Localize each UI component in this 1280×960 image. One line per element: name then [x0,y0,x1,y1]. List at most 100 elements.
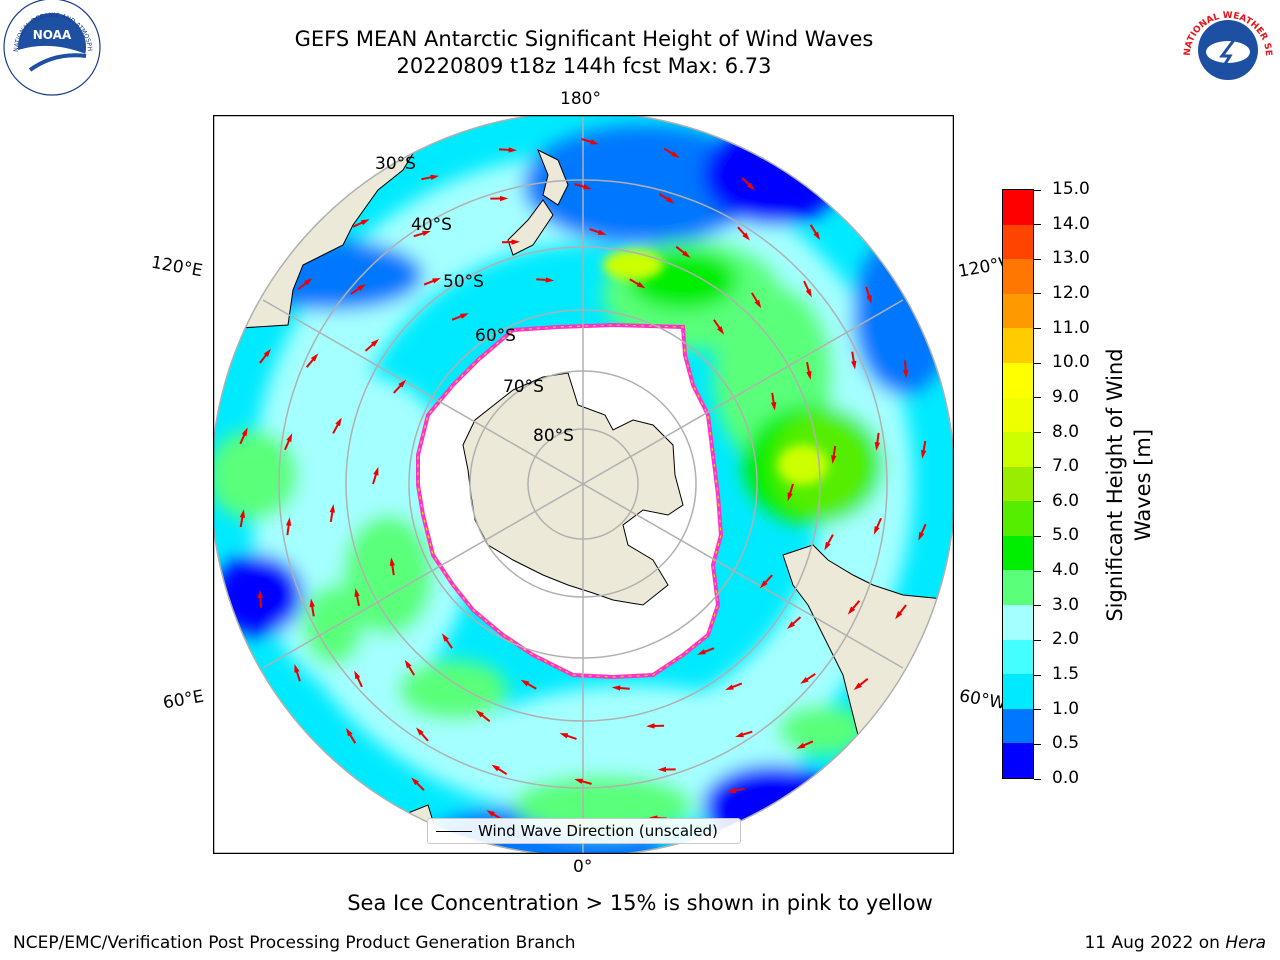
wave-arrow-head [851,360,857,370]
wave-arrow-head [671,151,680,158]
footer-date-text: 11 Aug 2022 on [1084,933,1226,953]
wave-arrow-head [309,598,315,608]
wave-arrow-head [430,174,440,181]
colorbar-tick-label: 5.0 [1052,525,1080,546]
wave-arrow-head [646,723,655,729]
lat-label-40s: 40°S [411,215,452,235]
wave-arrow-head [329,504,335,513]
footer-date: 11 Aug 2022 on Hera [1084,933,1266,953]
wave-arrow-head [831,455,837,464]
wave-arrow-head [422,230,431,237]
legend-text: Wind Wave Direction (unscaled) [478,822,718,840]
colorbar-tick-label: 6.0 [1052,490,1080,511]
colorbar-segment [1003,604,1033,640]
wave-height-field [213,115,954,854]
wave-arrow-head [657,766,667,773]
wave-arrow-head [294,664,300,673]
wave-arrow-head [416,727,424,736]
lon-label-60w: 60°W [957,686,1008,714]
wave-arrow-head [389,557,396,567]
wave-arrow-head [611,685,621,691]
wave-arrow-head [263,348,271,358]
wave-arrow-head [304,278,313,286]
colorbar-segment [1003,742,1033,778]
wave-arrow-head [508,147,518,153]
colorbar-segment [1003,708,1033,744]
colorbar-tick-mark [1034,743,1041,745]
wave-arrow-head [310,353,319,362]
wave-arrow-head [853,682,862,690]
noaa-logo: NOAA NATIONAL OCEANIC AND ATMOSPHERIC AD… [0,0,101,96]
legend-line-sample [436,831,472,832]
wave-arrow-head [511,239,520,245]
wave-arrow-head [354,588,360,597]
colorbar-segment [1003,258,1033,294]
colorbar-tick-label: 2.0 [1052,629,1080,650]
wave-arrow-head [360,219,370,226]
wave-arrow-head [874,442,881,451]
wave-arrow-head [357,284,366,291]
colorbar-tick-label: 3.0 [1052,594,1080,615]
wave-arrow-head [239,509,246,519]
wave-arrow-head [589,139,599,145]
colorbar-tick-mark [1034,432,1041,434]
wave-arrow-head [335,417,342,427]
wave-arrow-head [370,339,379,347]
footer-machine: Hera [1225,933,1266,953]
wave-arrow-head [725,684,734,691]
lon-label-180: 180° [560,89,601,109]
map-legend: Wind Wave Direction (unscaled) [427,818,741,844]
colorbar-tick-label: 0.5 [1052,733,1080,754]
wave-arrow-head [800,677,809,684]
wave-arrow-head [583,184,592,190]
new-zealand-north [537,148,569,206]
wave-arrow-head [796,742,806,749]
wind-wave-arrows [239,138,927,830]
colorbar-segment [1003,293,1033,329]
wave-arrow-head [486,810,495,817]
wave-arrow-head [824,541,831,551]
wave-arrow-head [559,733,569,739]
sea-ice-note: Sea Ice Concentration > 15% is shown in … [347,891,933,915]
colorbar-segment [1003,466,1033,502]
colorbar-segment [1003,397,1033,433]
wave-arrow-head [520,679,530,687]
wave-arrow-head [813,231,821,241]
wave-arrow-head [345,727,353,737]
colorbar-tick-mark [1034,397,1041,399]
wave-arrow-head [373,466,379,476]
colorbar-segment [1003,569,1033,606]
colorbar-tick-mark [1034,605,1041,607]
wave-arrow-head [257,589,263,599]
wave-arrow-head [754,299,762,309]
footer-credit: NCEP/EMC/Verification Post Processing Pr… [13,933,576,953]
colorbar-tick-mark [1034,778,1041,780]
wave-arrow-head [398,379,407,388]
colorbar-tick-mark [1034,258,1041,260]
colorbar-segment [1003,639,1033,675]
wave-arrow-head [726,787,736,794]
colorbar-segment [1003,431,1033,467]
wave-arrow-head [354,670,361,680]
wave-arrow-head [920,449,927,459]
wave-arrow-head [895,610,903,620]
colorbar-tick-mark [1034,466,1041,468]
wave-arrow-head [285,517,292,526]
colorbar-label-line-1: Significant Height of Wind [1103,348,1127,622]
polar-map: 30°S 40°S 50°S 60°S 70°S 80°S [213,115,954,854]
wave-arrow-head [805,288,812,298]
map-panel: 30°S 40°S 50°S 60°S 70°S 80°S Wind Wave … [213,115,954,854]
wave-arrow-head [717,326,725,335]
wave-arrow-head [770,401,777,411]
wave-arrow-head [847,606,856,615]
colorbar-tick-label: 4.0 [1052,560,1080,581]
new-zealand-south [507,199,554,256]
colorbar-tick-mark [1034,570,1041,572]
chart-title-line-1: GEFS MEAN Antarctic Significant Height o… [294,27,874,51]
colorbar-segment [1003,362,1033,398]
colorbar-tick-label: 12.0 [1052,282,1090,303]
wave-arrow-head [475,710,484,718]
lat-label-70s: 70°S [503,377,544,397]
wave-arrow-head [806,371,812,380]
colorbar-tick-mark [1034,189,1041,191]
